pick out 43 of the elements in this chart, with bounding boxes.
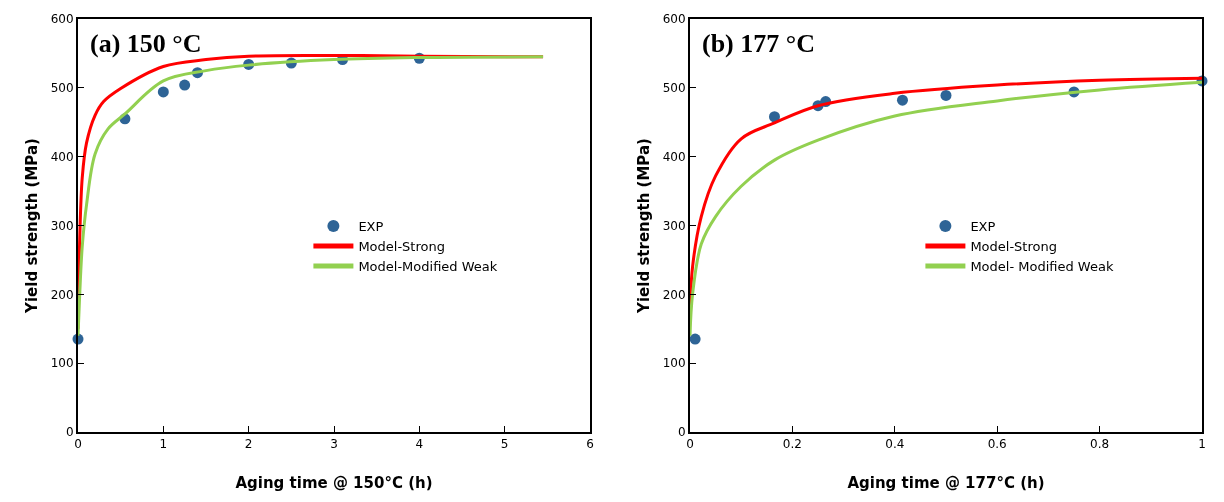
chart-title: (b) 177 °C <box>702 29 815 58</box>
x-tick-label: 0.2 <box>782 437 802 452</box>
x-tick-label: 3 <box>330 437 338 452</box>
legend-label: Model- Modified Weak <box>970 258 1114 274</box>
x-tick-label: 1 <box>1198 437 1206 452</box>
x-tick-label: 0.6 <box>987 437 1007 452</box>
y-tick-label: 200 <box>50 287 74 302</box>
legend-label: Model-Strong <box>970 239 1057 255</box>
point <box>768 111 780 123</box>
y-tick-label: 600 <box>50 12 74 27</box>
y-axis-title: Yield strength (MPa) <box>635 138 653 314</box>
point <box>179 79 191 91</box>
point <box>940 89 952 101</box>
x-tick-label: 0.4 <box>885 437 905 452</box>
y-tick-label: 300 <box>50 218 74 233</box>
y-axis-title: Yield strength (MPa) <box>23 138 41 314</box>
y-tick-label: 500 <box>50 81 74 96</box>
y-tick-label: 500 <box>662 81 686 96</box>
x-tick-label: 2 <box>244 437 253 452</box>
y-tick-label: 0 <box>677 425 686 440</box>
x-axis-title: Aging time @ 177°C (h) <box>847 474 1045 492</box>
x-tick-label: 0.8 <box>1090 437 1110 452</box>
legend-label: EXP <box>358 219 384 235</box>
point <box>157 86 169 98</box>
y-tick-label: 100 <box>662 356 686 371</box>
y-tick-label: 200 <box>662 287 686 302</box>
point <box>896 94 908 106</box>
y-tick-label: 300 <box>662 218 686 233</box>
chart-title: (a) 150 °C <box>90 29 202 58</box>
x-tick-label: 6 <box>586 437 594 452</box>
legend-label: EXP <box>970 219 996 235</box>
x-axis-title: Aging time @ 150°C (h) <box>235 474 433 492</box>
y-tick-label: 600 <box>662 12 686 27</box>
y-tick-label: 0 <box>65 425 74 440</box>
x-tick-label: 1 <box>159 437 168 452</box>
legend-label: Model-Strong <box>358 239 445 255</box>
legend-label: Model-Modified Weak <box>358 258 498 274</box>
x-tick-label: 4 <box>415 437 424 452</box>
x-tick-label: 5 <box>500 437 509 452</box>
point <box>689 333 701 345</box>
y-tick-label: 100 <box>50 356 74 371</box>
y-tick-label: 400 <box>662 149 686 164</box>
y-tick-label: 400 <box>50 149 74 164</box>
